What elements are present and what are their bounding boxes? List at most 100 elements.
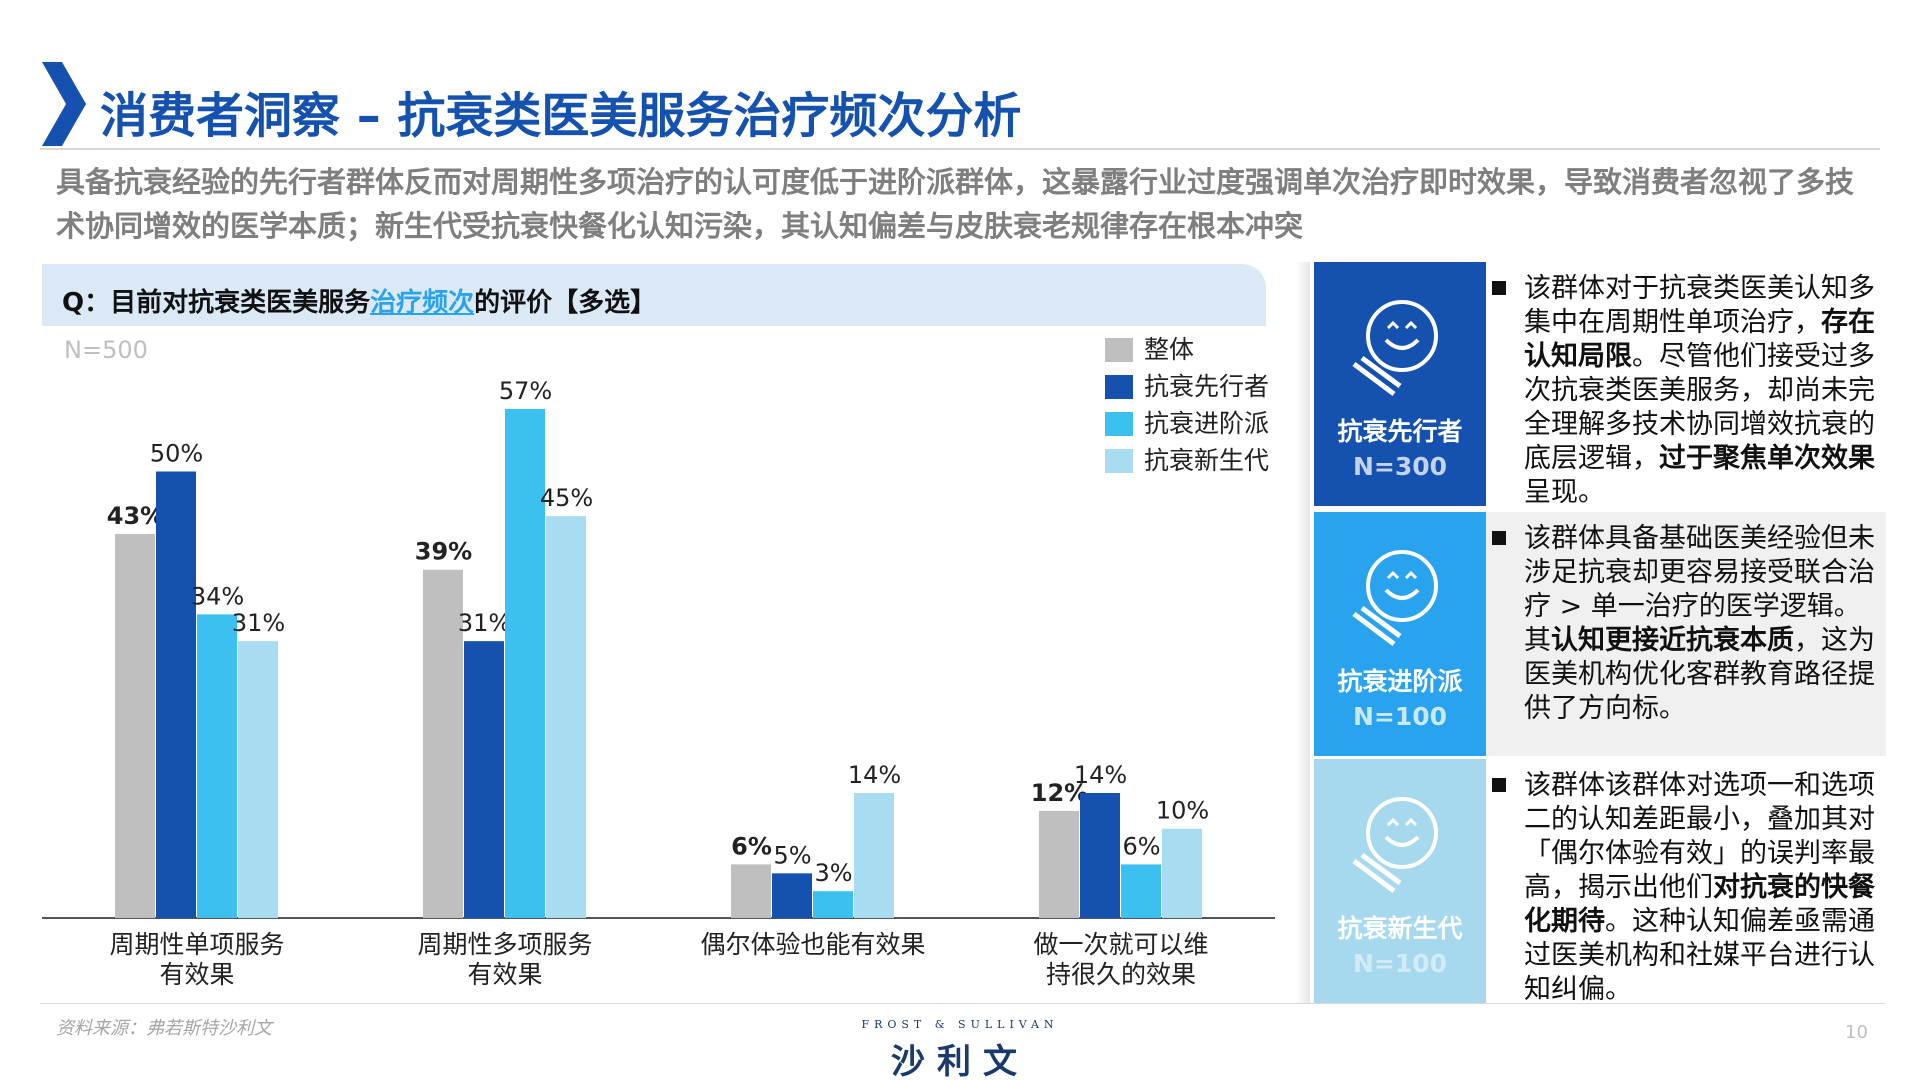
value-label: 6%	[731, 832, 772, 860]
bar	[423, 569, 463, 918]
title-part: Q：目前对抗衰类医美服务	[62, 288, 371, 318]
bullet	[1492, 531, 1506, 545]
source: 资料来源：弗若斯特沙利文	[56, 1018, 272, 1039]
divider	[40, 148, 1880, 150]
group-n: N=100	[1352, 949, 1448, 978]
smile	[1384, 338, 1420, 350]
text-run: 该群体具备基础医美经验但未涉足抗衰却更容易接受联合治疗 > 单一治疗的医学逻辑。…	[1524, 523, 1875, 656]
bullet	[1492, 281, 1506, 295]
paragraph: 该群体具备基础医美经验但未涉足抗衰却更容易接受联合治疗 > 单一治疗的医学逻辑。…	[1500, 522, 1880, 726]
smile	[1384, 588, 1420, 600]
bar	[238, 641, 278, 918]
value-label: 45%	[540, 484, 593, 512]
group-name: 抗衰先行者	[1337, 417, 1463, 446]
x-tick-label: 周期性单项服务	[109, 930, 285, 959]
bar	[156, 471, 196, 918]
smiley	[1366, 300, 1438, 372]
value-label: 39%	[415, 538, 472, 566]
x-tick-label: 周期性多项服务	[417, 930, 593, 959]
eyes	[1386, 320, 1418, 330]
legend-label: 抗衰进阶派	[1144, 409, 1269, 438]
emphasis: 存在认知局限	[1524, 307, 1875, 372]
bar	[505, 408, 545, 918]
eyes	[1386, 817, 1418, 827]
emphasis: 认知更接近抗衰本质	[1551, 625, 1794, 656]
value-label: 3%	[814, 859, 852, 887]
bar	[546, 516, 586, 918]
text-run: ，这为医美机构优化客群教育路径提供了方向标。	[1524, 625, 1875, 724]
group-n: N=100	[1352, 702, 1448, 731]
group-card: 抗衰进阶派 N=100	[1314, 512, 1486, 756]
chart: 43%50%34%31%39%31%57%45%6% 5%3%14%12%14%6…	[42, 335, 1275, 919]
paragraph: 该群体对于抗衰类医美认知多集中在周期性单项治疗，存在认知局限。尽管他们接受过多次…	[1500, 272, 1880, 510]
syringe	[1352, 852, 1402, 893]
text-run: 该群体对于抗衰类医美认知多集中在周期性单项治疗，	[1524, 273, 1875, 338]
chart-title: Q：目前对抗衰类医美服务治疗频次的评价【多选】	[62, 282, 656, 319]
brand-en: FROST & SULLIVAN	[861, 1018, 1059, 1031]
group-name: 抗衰进阶派	[1337, 667, 1463, 696]
x-tick-label: 有效果	[467, 960, 543, 989]
x-tick-label: 偶尔体验也能有效果	[700, 930, 926, 959]
bar	[1080, 792, 1120, 918]
syringe	[1352, 355, 1402, 396]
bar	[1162, 828, 1202, 918]
icon	[1352, 797, 1438, 893]
value-label: 10%	[1156, 797, 1209, 825]
smile	[1384, 835, 1420, 847]
emphasis: 对抗衰的快餐化期待	[1524, 872, 1875, 937]
group-card: 抗衰新生代 N=100	[1314, 759, 1486, 1003]
value-label: 31%	[232, 609, 285, 637]
smiley	[1366, 797, 1438, 869]
bar	[813, 891, 853, 918]
bar	[464, 641, 504, 918]
row-bg	[1486, 512, 1886, 756]
group-text: 该群体具备基础医美经验但未涉足抗衰却更容易接受联合治疗 > 单一治疗的医学逻辑。…	[1492, 522, 1880, 726]
legend-swatch	[1105, 412, 1133, 436]
bar	[115, 534, 155, 918]
legend-swatch	[1105, 449, 1133, 473]
icon	[1352, 550, 1438, 646]
value-label: 6%	[1122, 832, 1160, 860]
text-run: 呈现。	[1524, 477, 1605, 508]
value-label: 50%	[150, 440, 203, 468]
x-tick-label: 有效果	[159, 960, 235, 989]
value-label: 12%	[1031, 779, 1088, 807]
page-title: 消费者洞察 – 抗衰类医美服务治疗频次分析	[100, 88, 1022, 144]
value-label: 5%	[773, 841, 811, 869]
value-label: 43%	[107, 502, 164, 530]
bar	[854, 792, 894, 918]
panel-shadow	[1296, 262, 1310, 1004]
bar	[731, 864, 771, 918]
emphasis: 过于聚焦单次效果	[1659, 443, 1875, 474]
icon	[1352, 300, 1438, 396]
bar	[197, 614, 237, 918]
syringe	[1352, 605, 1402, 646]
bar	[1121, 864, 1161, 918]
group-text: 该群体对于抗衰类医美认知多集中在周期性单项治疗，存在认知局限。尽管他们接受过多次…	[1492, 272, 1880, 510]
text-run: 。尽管他们接受过多次抗衰类医美服务，却尚未完全理解多技术协同增效抗衰的底层逻辑，	[1524, 341, 1875, 474]
value-label: 31%	[458, 609, 511, 637]
group-n: N=300	[1352, 452, 1448, 481]
value-label: 14%	[848, 761, 901, 789]
summary: 具备抗衰经验的先行者群体反而对周期性多项治疗的认可度低于进阶派群体，这暴露行业过…	[56, 165, 1855, 243]
legend-label: 整体	[1144, 335, 1194, 364]
text-run: 。这种认知偏差亟需通过医美机构和社媒平台进行认知纠偏。	[1524, 906, 1875, 1005]
eyes	[1386, 570, 1418, 580]
page-number: 10	[1845, 1022, 1868, 1043]
value-label: 34%	[191, 582, 244, 610]
legend-swatch	[1105, 375, 1133, 399]
legend-swatch	[1105, 338, 1133, 362]
x-tick-label: 持很久的效果	[1045, 960, 1196, 989]
legend-label: 抗衰先行者	[1144, 372, 1269, 401]
group-name: 抗衰新生代	[1337, 914, 1463, 943]
legend-label: 抗衰新生代	[1144, 446, 1269, 475]
value-label: 14%	[1074, 761, 1127, 789]
smiley	[1366, 550, 1438, 622]
footer-line	[40, 1003, 1885, 1004]
bullet	[1492, 778, 1506, 792]
bar	[1039, 810, 1079, 918]
x-tick-label: 做一次就可以维	[1033, 930, 1209, 959]
text-run: 该群体该群体对选项一和选项二的认知差距最小，叠加其对「偶尔体验有效」的误判率最高…	[1524, 770, 1875, 903]
value-label: 57%	[499, 377, 552, 405]
